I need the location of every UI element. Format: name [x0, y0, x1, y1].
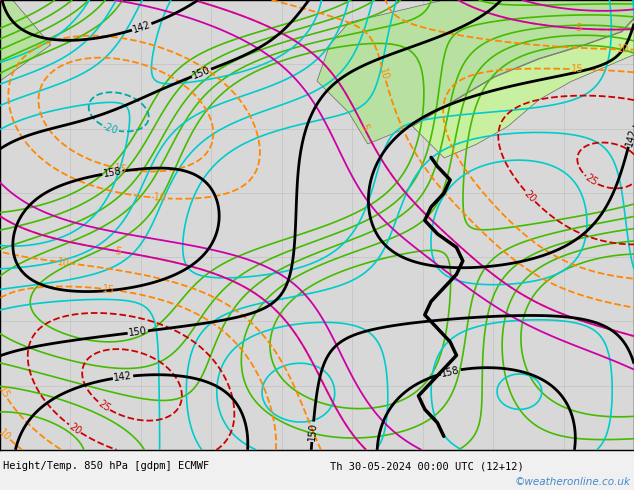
Text: 142: 142 — [624, 127, 634, 147]
Text: 10: 10 — [617, 44, 630, 54]
Text: 150: 150 — [307, 422, 318, 441]
Text: 5: 5 — [576, 24, 582, 34]
Text: 142: 142 — [113, 371, 133, 383]
Text: 150: 150 — [191, 65, 212, 81]
Text: -10: -10 — [151, 193, 167, 203]
Text: 150: 150 — [128, 326, 148, 338]
Text: 10: 10 — [0, 427, 13, 442]
Text: 25: 25 — [96, 398, 112, 414]
Text: 15: 15 — [0, 385, 11, 400]
Text: -20: -20 — [101, 122, 119, 136]
Text: 142: 142 — [131, 20, 152, 35]
Text: 158: 158 — [103, 166, 122, 179]
Text: -15: -15 — [110, 162, 127, 175]
Text: ©weatheronline.co.uk: ©weatheronline.co.uk — [515, 477, 631, 487]
Text: 25: 25 — [583, 173, 600, 188]
Text: 20: 20 — [522, 189, 538, 204]
Text: 158: 158 — [441, 365, 461, 378]
Text: Height/Temp. 850 hPa [gdpm] ECMWF: Height/Temp. 850 hPa [gdpm] ECMWF — [3, 461, 209, 471]
Text: Th 30-05-2024 00:00 UTC (12+12): Th 30-05-2024 00:00 UTC (12+12) — [330, 461, 524, 471]
Text: 15: 15 — [571, 64, 583, 74]
Text: 5: 5 — [358, 123, 370, 133]
Text: 20: 20 — [67, 421, 82, 437]
Text: 10: 10 — [377, 67, 391, 81]
Text: 10: 10 — [57, 257, 70, 268]
Text: 15: 15 — [101, 284, 115, 295]
Text: 5: 5 — [114, 246, 122, 257]
